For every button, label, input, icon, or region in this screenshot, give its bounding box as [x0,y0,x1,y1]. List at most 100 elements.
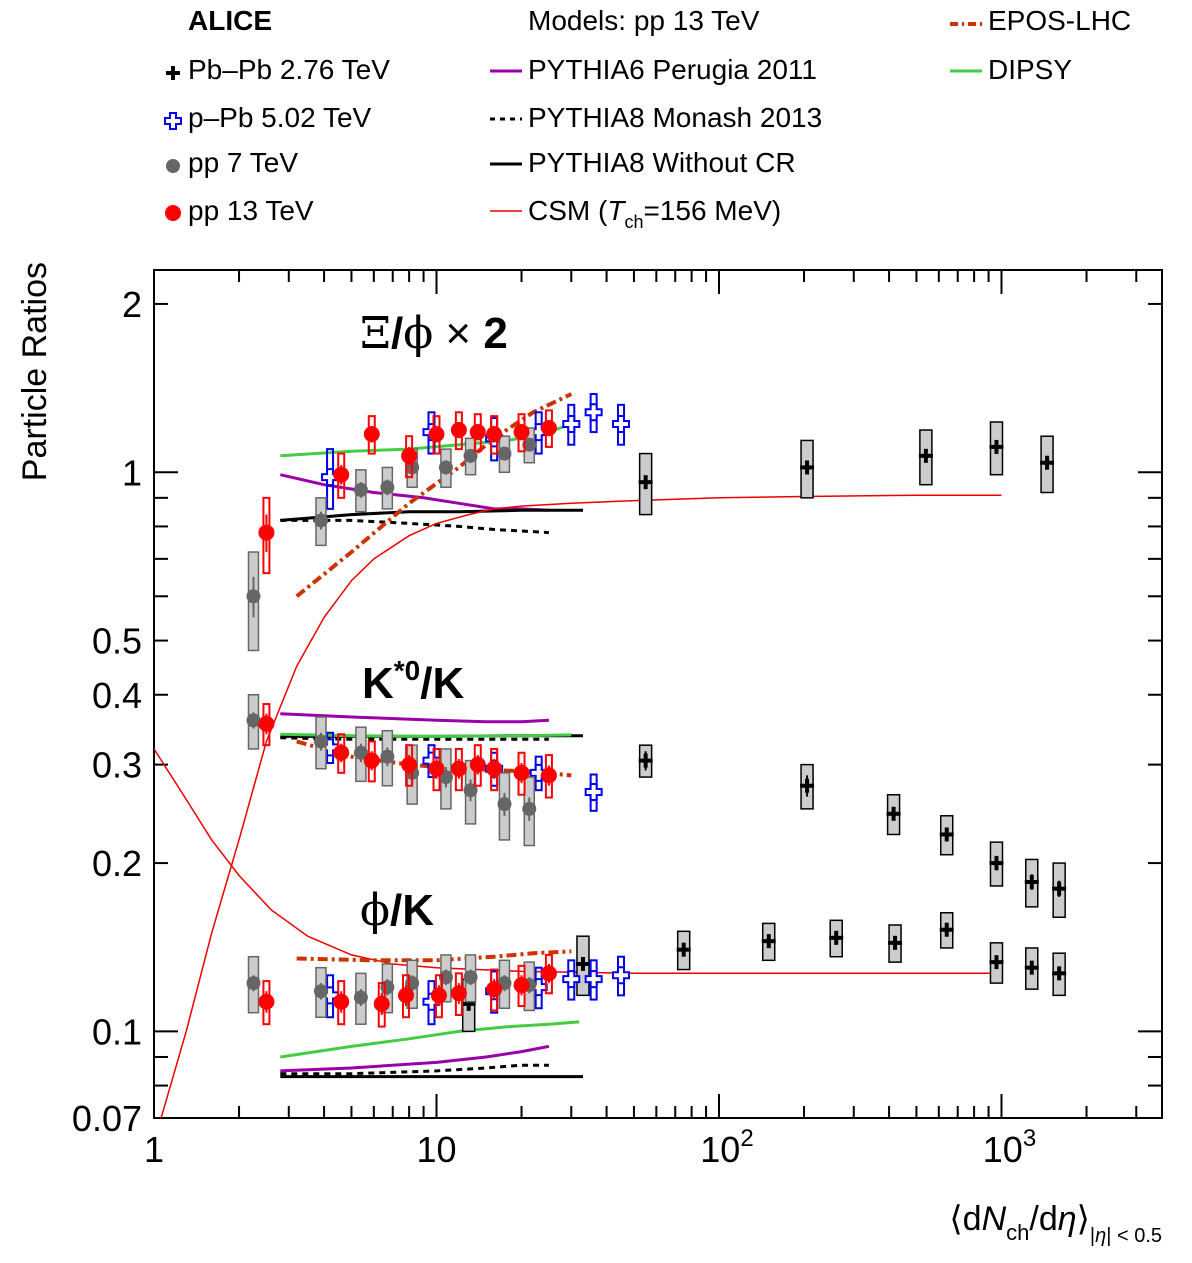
data-point-pp-13-tev [398,974,415,1019]
data-point-p-pb-5-02-tev [584,773,603,812]
legend-label-csm: CSM (Tch=156 MeV) [528,195,781,232]
data-point-pp-7-tev [246,694,261,750]
panel-label-xi-phi: Ξ/ϕ × 2 [360,308,508,359]
panel-label-kstar-k: K*0/K [362,655,464,708]
data-point-pp-13-tev [258,496,275,575]
data-point-pb-pb-2-76-tev [989,841,1004,887]
data-point-pp-13-tev [258,703,275,747]
data-point-pp-13-tev [540,754,557,799]
data-point-pp-13-tev [486,968,503,1012]
data-point-pp-7-tev [463,954,478,1003]
data-point-pp-13-tev [450,747,467,792]
data-point-pb-pb-2-76-tev [939,911,954,949]
data-point-p-pb-5-02-tev [562,959,581,1001]
data-point-pp-7-tev [380,466,395,510]
legend-label-pythia6: PYTHIA6 Perugia 2011 [528,54,817,85]
data-point-pp-13-tev [401,435,418,479]
data-point-pp-13-tev [430,974,447,1019]
data-point-pp-13-tev [401,744,418,787]
data-point-pp-13-tev [469,744,486,787]
y-tick-labels: 0.07 0.1 0.2 0.3 0.4 0.5 1 2 [72,284,142,1139]
data-point-pb-pb-2-76-tev [888,924,903,963]
legend-label-pp7: pp 7 TeV [188,147,298,178]
data-point-pp-13-tev [513,413,530,453]
x-tick-label: 102 [700,1125,753,1170]
data-point-pp-13-tev [428,415,445,455]
data-point-pp-13-tev [486,747,503,792]
data-point-pp-13-tev [333,980,350,1026]
y-tick-label: 0.2 [92,843,142,884]
data-point-pb-pb-2-76-tev [1052,952,1067,997]
plot-area [154,392,1067,1118]
data-point-pp-13-tev [469,413,486,453]
data-point-pp-13-tev [540,409,557,448]
model-curve-pythia6-perugia-2011 [280,712,549,724]
data-point-pb-pb-2-76-tev [1052,862,1067,919]
legend-label-pbpb: Pb–Pb 2.76 TeV [188,54,390,85]
data-point-pp-7-tev [497,772,512,841]
data-point-pp-13-tev [540,953,557,995]
y-tick-label: 2 [122,284,142,325]
axis-ticks [153,270,1162,1119]
data-point-pb-pb-2-76-tev [638,452,653,516]
data-point-pp-13-tev [363,740,380,783]
data-point-p-pb-5-02-tev [584,959,603,1001]
data-point-pp-13-tev [450,411,467,451]
data-point-pp-13-tev [363,415,380,455]
data-point-pb-pb-2-76-tev [1024,858,1039,908]
x-axis-title: ⟨dNch/dη⟩|η| < 0.5 [949,1200,1162,1247]
x-tick-labels: 1 10 102 103 [144,1125,1036,1170]
model-curve-pythia8-without-cr [280,508,583,522]
panel-labels: Ξ/ϕ × 2 K*0/K ϕ/K [360,308,508,936]
y-tick-label: 0.4 [92,675,142,716]
model-curve-pythia8-monash-2013 [280,518,549,535]
data-point-pp-7-tev [522,776,537,847]
model-curve-epos-lhc [295,392,573,598]
data-point-p-pb-5-02-tev [562,403,581,446]
data-point-pp-7-tev [353,972,368,1025]
legend-label-pythia8-nocr: PYTHIA8 Without CR [528,147,796,178]
model-curve-epos-lhc [296,949,572,963]
legend-marker-pp7 [166,159,180,173]
data-point-p-pb-5-02-tev [612,955,631,997]
data-point-pp-13-tev [450,972,467,1016]
data-point-pp-7-tev [313,497,328,547]
data-point-pb-pb-2-76-tev [918,429,933,486]
data-point-pp-7-tev [313,966,328,1018]
data-point-pp-7-tev [438,748,453,810]
y-axis-title: Particle Ratios [16,262,54,481]
data-point-pp-13-tev [513,964,530,1008]
legend-label-ppb: p–Pb 5.02 TeV [188,102,372,133]
data-point-p-pb-5-02-tev [321,448,340,510]
model-curve-csm-tch-156-mev [154,748,1002,975]
data-point-pb-pb-2-76-tev [575,935,590,997]
legend-label-pp13: pp 13 TeV [188,195,314,226]
data-point-pp-13-tev [428,747,445,792]
legend-marker-ppb [164,112,182,130]
legend-label-dipsy: DIPSY [988,54,1072,85]
data-point-pb-pb-2-76-tev [800,763,815,810]
data-point-pb-pb-2-76-tev [676,930,691,971]
data-point-pb-pb-2-76-tev [1024,947,1039,990]
data-point-pb-pb-2-76-tev [939,815,954,856]
data-point-p-pb-5-02-tev [584,393,603,434]
y-tick-label: 0.1 [92,1011,142,1052]
y-tick-label: 0.3 [92,745,142,786]
model-curve-dipsy [280,1020,580,1059]
data-point-pp-7-tev [353,726,368,783]
data-point-pp-7-tev [353,469,368,513]
data-point-pb-pb-2-76-tev [989,421,1004,476]
data-point-p-pb-5-02-tev [612,403,631,446]
x-tick-label: 10 [416,1129,456,1170]
data-point-pp-7-tev [380,729,395,787]
data-point-pp-7-tev [497,435,512,474]
y-tick-label: 0.07 [72,1098,142,1139]
data-point-pp-7-tev [246,955,261,1014]
plot-frame [153,269,1163,1119]
y-tick-label: 1 [122,452,142,493]
y-tick-label: 0.5 [92,621,142,662]
panel-label-phi-k: ϕ/K [360,885,434,936]
model-curve-csm-tch-156-mev [160,494,1002,1118]
model-curve-pythia8-monash-2013 [280,1063,549,1076]
